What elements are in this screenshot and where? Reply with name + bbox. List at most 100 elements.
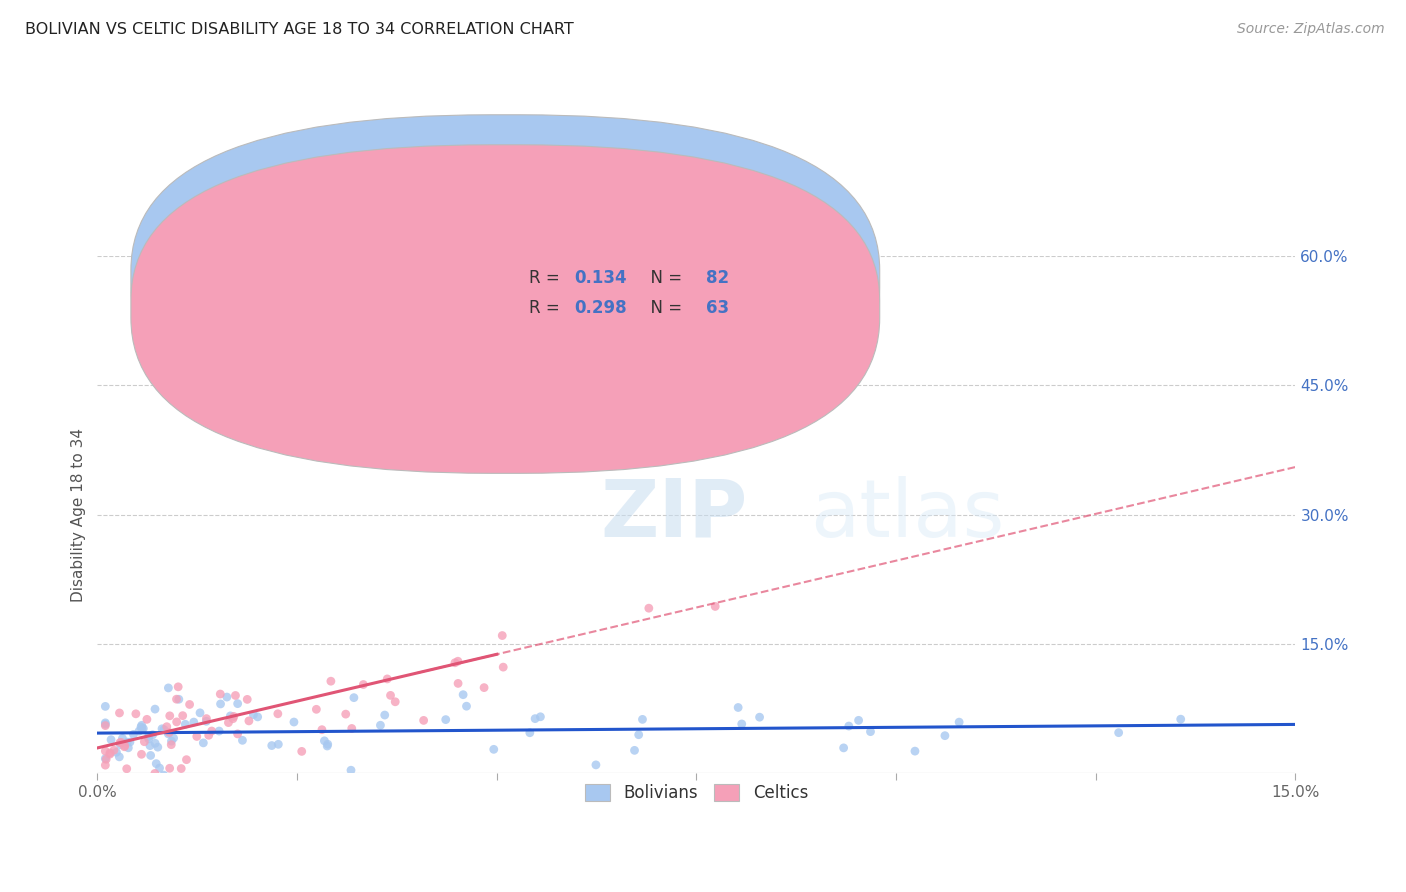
Point bbox=[94, 717, 117, 731]
Point bbox=[139, 739, 162, 753]
Point bbox=[226, 727, 249, 741]
Point bbox=[832, 740, 855, 755]
Point bbox=[226, 697, 249, 711]
Point bbox=[159, 708, 181, 723]
Point bbox=[111, 731, 134, 746]
Point bbox=[108, 706, 131, 720]
Point bbox=[529, 710, 551, 724]
Point bbox=[131, 718, 153, 732]
Text: 0.134: 0.134 bbox=[574, 268, 627, 286]
Point bbox=[848, 714, 870, 728]
Point bbox=[472, 681, 495, 695]
Point bbox=[482, 742, 505, 756]
Point bbox=[135, 712, 157, 726]
Point bbox=[150, 722, 173, 736]
Point bbox=[727, 700, 749, 714]
Point bbox=[172, 708, 194, 723]
Point bbox=[117, 740, 139, 755]
Point bbox=[117, 735, 139, 749]
Point bbox=[122, 727, 145, 741]
Point bbox=[731, 717, 754, 731]
Point bbox=[115, 762, 138, 776]
Point bbox=[319, 674, 342, 689]
Point bbox=[125, 706, 148, 721]
Text: ZIP: ZIP bbox=[600, 475, 748, 554]
Point bbox=[231, 733, 253, 747]
Point bbox=[148, 761, 170, 775]
Point bbox=[524, 712, 547, 726]
Point bbox=[138, 730, 160, 744]
Point bbox=[1108, 725, 1130, 739]
Point bbox=[444, 656, 467, 670]
Point bbox=[118, 735, 141, 749]
Point bbox=[316, 737, 339, 751]
Point bbox=[934, 729, 956, 743]
Point bbox=[948, 715, 970, 730]
Point bbox=[238, 714, 260, 728]
Point bbox=[94, 744, 117, 758]
Text: 82: 82 bbox=[706, 268, 730, 286]
Point bbox=[146, 740, 169, 755]
Point bbox=[143, 736, 166, 750]
Point bbox=[631, 712, 654, 726]
Point bbox=[748, 710, 770, 724]
Point bbox=[352, 677, 374, 691]
FancyBboxPatch shape bbox=[131, 115, 880, 443]
Text: atlas: atlas bbox=[810, 475, 1005, 554]
Point bbox=[623, 743, 645, 757]
Point bbox=[242, 707, 264, 722]
Point bbox=[142, 728, 165, 742]
Point bbox=[260, 739, 283, 753]
Point bbox=[222, 712, 245, 726]
Point bbox=[128, 724, 150, 739]
Point bbox=[129, 720, 152, 734]
Point bbox=[132, 722, 155, 736]
Point bbox=[197, 728, 219, 742]
Point bbox=[309, 340, 332, 354]
Point bbox=[456, 699, 478, 714]
Point bbox=[94, 751, 117, 765]
Point bbox=[131, 722, 153, 736]
Point bbox=[110, 735, 132, 749]
Point bbox=[447, 676, 470, 690]
Point bbox=[637, 601, 659, 615]
Point bbox=[343, 690, 366, 705]
Point bbox=[519, 725, 541, 739]
Point bbox=[217, 715, 239, 730]
Text: N =: N = bbox=[640, 299, 688, 317]
Point bbox=[219, 709, 242, 723]
Point bbox=[188, 706, 211, 720]
Point bbox=[246, 710, 269, 724]
Text: N =: N = bbox=[640, 268, 688, 286]
Point bbox=[143, 766, 166, 780]
Point bbox=[134, 735, 156, 749]
Point bbox=[138, 731, 160, 746]
Point bbox=[98, 746, 121, 760]
Point bbox=[283, 714, 305, 729]
Point bbox=[704, 599, 727, 614]
Point bbox=[114, 739, 136, 754]
Point bbox=[224, 689, 246, 703]
Point bbox=[374, 708, 396, 723]
Point bbox=[94, 699, 117, 714]
Point bbox=[412, 714, 434, 728]
Text: 0.298: 0.298 bbox=[574, 299, 627, 317]
Point bbox=[291, 744, 314, 758]
Point bbox=[98, 747, 121, 761]
Point bbox=[157, 725, 180, 739]
Point bbox=[201, 724, 224, 739]
FancyBboxPatch shape bbox=[131, 145, 880, 474]
Point bbox=[209, 697, 232, 711]
Point bbox=[335, 707, 357, 722]
Legend: Bolivians, Celtics: Bolivians, Celtics bbox=[578, 778, 814, 809]
Point bbox=[94, 758, 117, 772]
Point bbox=[152, 768, 174, 782]
Point bbox=[162, 731, 184, 745]
Point bbox=[176, 753, 198, 767]
Point bbox=[375, 672, 398, 686]
Text: R =: R = bbox=[529, 268, 565, 286]
Point bbox=[166, 714, 188, 729]
Point bbox=[236, 692, 259, 706]
Point bbox=[859, 724, 882, 739]
Point bbox=[585, 757, 607, 772]
